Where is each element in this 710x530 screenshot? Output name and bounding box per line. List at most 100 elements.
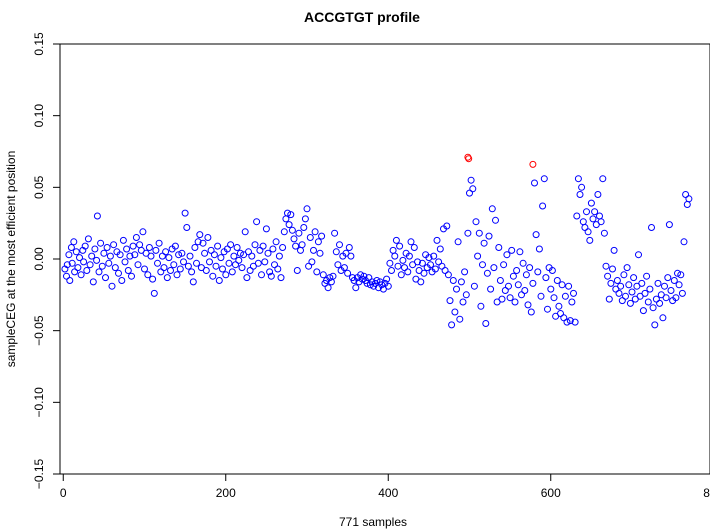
data-point [505,282,512,290]
data-point [639,307,647,315]
data-point [121,258,129,266]
data-point [184,262,192,270]
data-point [420,269,428,277]
data-point [279,244,287,251]
data-point [670,277,678,284]
data-point [108,282,116,290]
data-point [316,249,324,257]
data-point [340,264,348,272]
data-point [648,224,655,231]
data-point [532,231,540,239]
data-point [84,235,92,243]
data-point [565,282,573,290]
data-point [586,236,594,244]
data-point [448,321,456,329]
data-point [178,249,186,257]
data-point [641,289,649,297]
data-point [176,265,184,273]
data-point [253,218,261,226]
data-point [212,262,220,270]
data-point [583,208,590,216]
data-point [171,242,179,250]
data-point [74,264,82,272]
data-point [548,267,556,274]
data-point [613,277,621,284]
data-point [131,251,139,259]
data-point [466,189,473,197]
data-point [542,274,550,282]
data-point [511,298,519,306]
data-point [115,269,122,277]
data-point [129,242,137,250]
data-point [467,176,475,184]
data-point [183,224,191,231]
data-point [623,264,631,272]
data-point [397,271,405,279]
data-point [401,264,408,272]
data-point [521,287,529,294]
data-point [165,254,173,262]
data-point [248,252,256,260]
data-point [233,244,241,251]
data-point [410,244,418,251]
data-point [604,272,612,280]
data-point [310,246,317,254]
data-point [531,179,538,187]
data-point [682,191,690,198]
data-point [594,191,602,198]
data-point [201,249,209,257]
data-point [579,218,587,226]
data-point [389,246,397,254]
data-point [425,254,433,262]
data-point [230,252,238,260]
y-tick-label: 0.15 [32,32,46,56]
data-point [280,228,288,236]
data-point [275,252,283,260]
data-point [553,277,561,284]
data-point [568,298,576,306]
data-point [97,239,105,247]
data-point [438,262,446,270]
data-point [347,252,355,260]
data-point [228,268,236,276]
data-point [683,201,691,208]
data-point [485,232,493,240]
data-point [267,272,275,280]
data-point [475,229,483,237]
data-point [204,234,212,241]
data-point [661,282,668,290]
data-point [199,239,207,247]
data-point [245,248,252,256]
data-point [610,246,618,254]
data-point [149,275,157,283]
highlighted-data-point [465,155,473,163]
data-point [98,262,106,270]
data-point [454,238,462,246]
x-axis: 0 200 400 600 800 [60,473,710,500]
data-point [124,267,132,274]
data-point [605,295,613,303]
data-point [378,281,386,289]
data-point [524,301,532,309]
data-point [665,221,673,229]
data-point [513,267,521,274]
data-point [311,228,319,236]
data-point [646,285,654,293]
data-point [607,279,615,287]
y-tick-label: −0.10 [32,387,46,418]
data-point [284,209,291,217]
y-tick-label: 0.10 [32,104,46,128]
chart-title: ACCGTGT profile [304,9,420,25]
data-point [446,297,454,305]
data-point [163,274,171,282]
data-point [678,289,686,297]
data-point [464,229,472,237]
data-point [589,215,597,223]
data-point [352,284,360,292]
data-point [111,264,119,272]
data-point [227,241,235,249]
plot-frame [59,43,710,475]
data-point [76,254,83,262]
data-point [81,242,89,250]
data-point [474,252,482,260]
